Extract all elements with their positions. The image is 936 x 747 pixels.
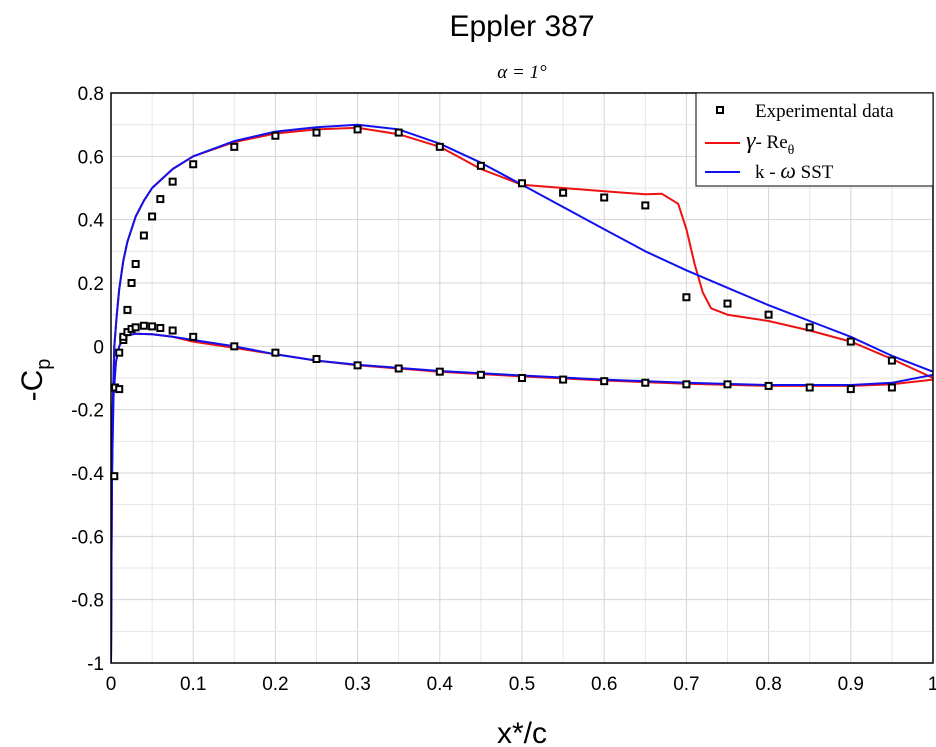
experimental-data-point	[887, 383, 896, 392]
experimental-data-point	[271, 348, 280, 357]
experimental-data-point	[353, 125, 362, 134]
y-tick-labels: -1 -0.8 -0.6 -0.4 -0.2 0 0.2 0.4 0.6 0.8	[71, 84, 104, 675]
experimental-data-point	[115, 348, 124, 357]
y-tick-label: 0.6	[78, 147, 104, 168]
x-tick-label: 0	[106, 674, 117, 695]
legend-box	[695, 92, 934, 187]
experimental-data-point	[139, 321, 148, 330]
experimental-data-point	[846, 337, 855, 346]
y-tick-label: -0.4	[71, 464, 104, 485]
experimental-data-point	[887, 356, 896, 365]
experimental-data-point	[435, 142, 444, 151]
experimental-data-point	[271, 131, 280, 140]
x-tick-label: 1	[928, 674, 936, 695]
y-tick-label: 0.8	[78, 84, 104, 105]
experimental-data-point	[353, 361, 362, 370]
experimental-data-point	[435, 367, 444, 376]
y-tick-label: 0.4	[78, 211, 105, 232]
experimental-data-point	[641, 378, 650, 387]
y-axis-label: -Cp	[16, 359, 55, 402]
experimental-data-point	[682, 293, 691, 302]
legend-label-experimental: Experimental data	[755, 101, 894, 122]
experimental-data-point	[600, 193, 609, 202]
experimental-data-point	[518, 374, 526, 382]
experimental-data-point	[168, 177, 177, 186]
experimental-data-point	[131, 323, 140, 332]
legend-label-sst: k - ω SST	[755, 158, 834, 183]
x-tick-label: 0.3	[344, 674, 370, 695]
experimental-data-point	[189, 160, 198, 169]
x-tick-label: 0.6	[591, 674, 617, 695]
plot-frame	[110, 92, 934, 664]
svg-text:-Cp: -Cp	[16, 359, 55, 402]
x-tick-label: 0.7	[673, 674, 699, 695]
x-tick-label: 0.1	[180, 674, 206, 695]
y-tick-label: -0.2	[71, 401, 104, 422]
y-tick-label: -0.6	[71, 527, 104, 548]
grid-lines	[111, 93, 933, 663]
experimental-data-point	[168, 326, 177, 335]
x-tick-label: 0.8	[755, 674, 781, 695]
experimental-data-point	[123, 305, 132, 314]
experimental-data-point	[394, 364, 403, 373]
chart-title: Eppler 387	[449, 10, 594, 43]
legend-label-gamma: γ- Reθ	[746, 128, 795, 158]
experimental-data-point	[682, 380, 691, 389]
experimental-data-point	[641, 201, 650, 210]
experimental-data-point	[139, 231, 148, 240]
experimental-data-point	[476, 161, 485, 170]
experimental-data-point	[764, 381, 773, 390]
x-axis-label: x*/c	[497, 717, 547, 747]
y-tick-label: 0.2	[78, 274, 104, 295]
experimental-data-point	[312, 355, 321, 363]
x-tick-label: 0.2	[262, 674, 288, 695]
chart-subtitle: α = 1°	[497, 62, 547, 83]
experimental-data-point	[115, 385, 124, 394]
experimental-data-point	[559, 375, 568, 384]
experimental-data-point	[230, 342, 239, 351]
y-tick-label: 0	[93, 337, 104, 358]
experimental-data-point	[110, 472, 119, 481]
experimental-data-point	[156, 323, 165, 332]
experimental-data-point	[156, 195, 165, 204]
experimental-data-point	[230, 142, 239, 151]
experimental-data-point	[518, 179, 526, 188]
experimental-data-point	[127, 279, 136, 287]
x-tick-label: 0.9	[838, 674, 864, 695]
experimental-data-point	[131, 260, 140, 268]
experimental-data-point	[189, 332, 198, 341]
experimental-data-point	[394, 128, 403, 137]
experimental-data-point	[723, 380, 732, 389]
x-tick-label: 0.5	[509, 674, 535, 695]
legend-marker-experimental	[716, 106, 724, 114]
experimental-data-point	[559, 188, 568, 197]
experimental-data-point	[723, 299, 732, 308]
y-tick-label: -1	[87, 654, 104, 675]
x-tick-labels: 0 0.1 0.2 0.3 0.4 0.5 0.6 0.7 0.8 0.9 1	[106, 674, 936, 695]
experimental-data-point	[805, 323, 814, 332]
experimental-data-point	[148, 322, 157, 331]
experimental-data-point	[119, 332, 128, 341]
y-tick-label: -0.8	[71, 591, 104, 612]
experimental-data-point	[764, 310, 773, 319]
experimental-data-point	[805, 383, 814, 392]
x-tick-label: 0.4	[427, 674, 454, 695]
experimental-data-point	[846, 385, 855, 394]
experimental-data-point	[476, 370, 485, 379]
experimental-data-point	[312, 128, 321, 137]
experimental-data-point	[148, 212, 157, 221]
series-line-k-omega-sst-upper	[111, 123, 933, 663]
experimental-markers	[110, 125, 896, 481]
legend: Experimental data γ- Reθ k - ω SST	[695, 92, 934, 187]
experimental-data-point	[600, 377, 609, 386]
